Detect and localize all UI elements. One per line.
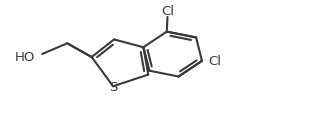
Text: Cl: Cl bbox=[161, 5, 174, 17]
Text: S: S bbox=[109, 80, 117, 93]
Text: HO: HO bbox=[15, 51, 35, 64]
Text: Cl: Cl bbox=[208, 55, 221, 68]
